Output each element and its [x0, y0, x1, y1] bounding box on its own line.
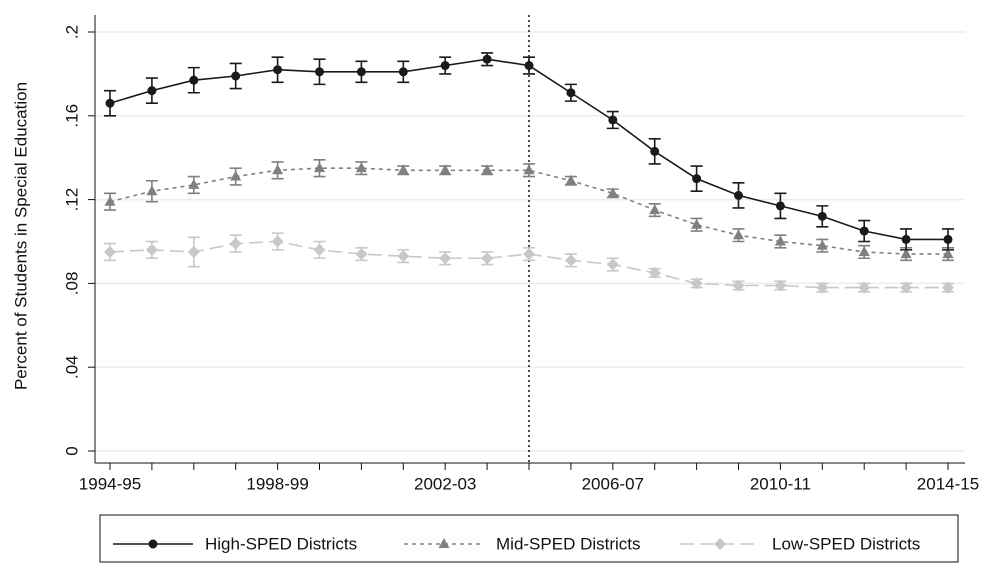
marker	[650, 146, 660, 156]
marker	[105, 98, 115, 108]
marker	[566, 88, 576, 98]
marker	[440, 61, 450, 71]
marker	[649, 204, 661, 215]
marker	[900, 248, 912, 259]
marker	[314, 162, 325, 173]
marker	[690, 277, 703, 290]
y-tick-label: .08	[62, 272, 81, 296]
marker	[272, 164, 284, 175]
marker	[273, 65, 283, 75]
legend-marker	[148, 539, 158, 549]
marker	[397, 250, 410, 263]
legend-label: Low-SPED Districts	[772, 534, 920, 553]
marker	[817, 211, 827, 221]
marker	[482, 54, 492, 64]
marker	[564, 254, 577, 267]
marker	[732, 279, 745, 292]
marker	[189, 75, 199, 85]
y-axis-label: Percent of Students in Special Education	[11, 82, 30, 390]
marker	[901, 234, 911, 244]
marker	[355, 248, 368, 261]
marker	[523, 164, 535, 175]
x-tick-label: 2006-07	[582, 474, 644, 493]
marker	[104, 245, 116, 258]
marker	[187, 245, 200, 258]
marker	[565, 174, 577, 185]
legend-marker	[714, 538, 726, 550]
marker	[734, 190, 743, 200]
marker	[481, 164, 493, 175]
marker	[692, 174, 702, 184]
y-tick-label: .16	[62, 104, 81, 128]
x-tick-label: 1998-99	[246, 474, 308, 493]
marker	[774, 235, 786, 246]
y-tick-label: .2	[62, 25, 81, 39]
marker	[816, 281, 829, 294]
marker	[145, 243, 158, 256]
marker	[775, 201, 785, 211]
marker	[691, 218, 703, 229]
marker	[229, 237, 242, 250]
series-line	[109, 167, 948, 255]
x-tick-label: 2002-03	[414, 474, 476, 493]
marker	[900, 281, 913, 294]
marker	[733, 229, 744, 240]
marker	[230, 170, 242, 181]
marker	[774, 279, 787, 292]
marker	[607, 187, 619, 198]
marker	[271, 235, 284, 248]
marker	[606, 258, 619, 271]
marker	[355, 162, 367, 173]
marker	[858, 245, 870, 256]
marker	[859, 226, 869, 236]
marker	[398, 67, 408, 77]
y-tick-label: .12	[62, 188, 81, 212]
legend-label: High-SPED Districts	[205, 534, 357, 553]
marker	[104, 195, 116, 206]
marker	[942, 281, 954, 294]
marker	[524, 61, 534, 71]
y-tick-label: .04	[62, 355, 81, 379]
y-tick-label: 0	[62, 446, 81, 455]
marker	[147, 86, 157, 96]
marker	[858, 281, 871, 294]
marker	[942, 248, 954, 259]
marker	[315, 67, 324, 77]
marker	[313, 243, 326, 256]
legend-box	[99, 514, 959, 563]
marker	[231, 71, 241, 81]
legend-label: Mid-SPED Districts	[496, 534, 641, 553]
x-tick-label: 2014-15	[917, 474, 979, 493]
marker	[188, 178, 200, 189]
x-tick-label: 1994-95	[79, 474, 141, 493]
marker	[439, 164, 451, 175]
marker	[439, 252, 452, 265]
x-tick-label: 2010-11	[750, 474, 811, 493]
marker	[816, 239, 828, 250]
marker	[146, 185, 158, 196]
marker	[481, 252, 494, 265]
marker	[648, 266, 661, 279]
marker	[943, 234, 953, 244]
legend-marker	[438, 538, 450, 548]
marker	[397, 164, 409, 175]
marker	[608, 115, 618, 125]
marker	[356, 67, 366, 77]
marker	[523, 248, 535, 261]
